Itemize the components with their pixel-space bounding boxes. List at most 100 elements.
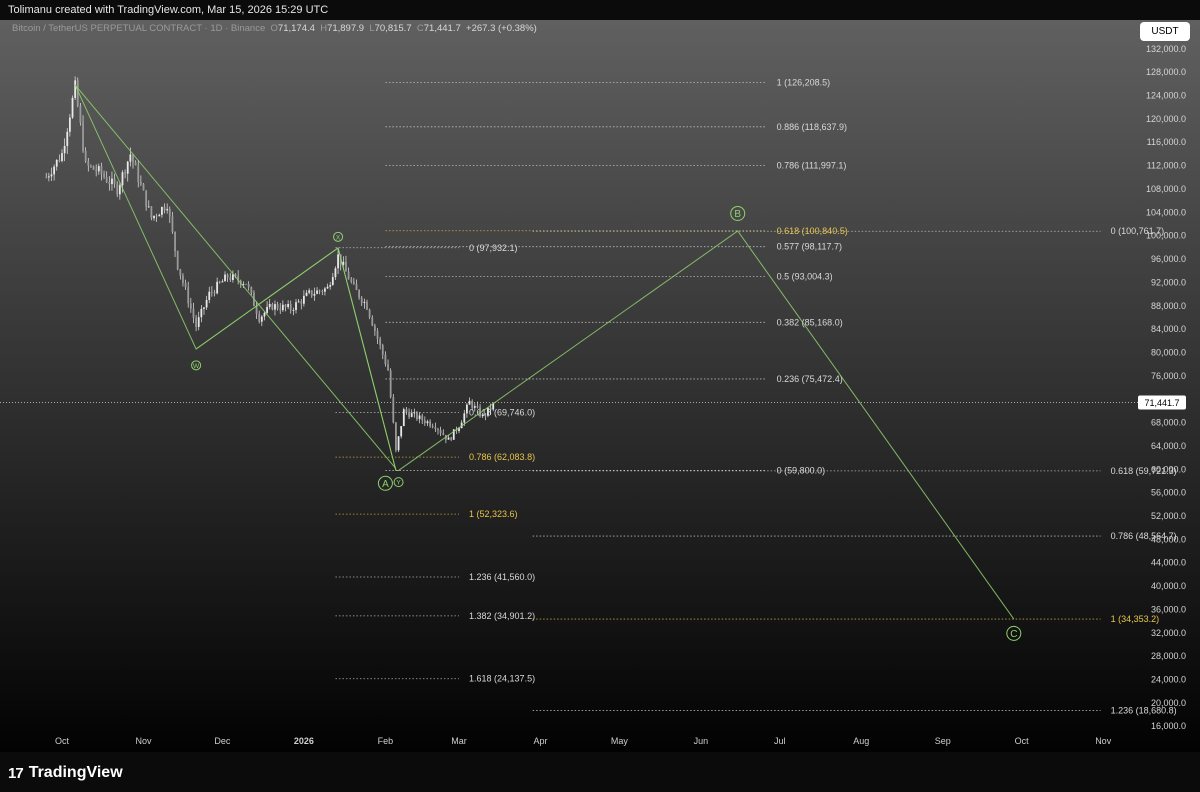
fib-label: 0.886 (118,637.9) [777,122,847,132]
y-tick-label: 112,000.0 [1147,161,1186,171]
candle-body [476,406,479,408]
candle-body [452,429,455,440]
tradingview-logo[interactable]: 17 TradingView [8,764,123,782]
open-label: O [270,23,278,34]
candle-body [61,153,63,161]
candle-body [47,176,50,178]
candle-body [142,184,145,191]
fib-label: 0.577 (98,117.7) [777,242,842,252]
y-tick-label: 52,000.0 [1151,511,1186,521]
y-tick-label: 88,000.0 [1151,301,1186,311]
x-tick-label: Oct [1015,736,1030,746]
fib-label: 0.618 (100,840.5) [777,226,848,236]
fib-label: 0.786 (48,564.7) [1111,531,1177,541]
chart-area[interactable]: 1 (126,208.5) 0.886 (118,637.9) 0.786 (111… [0,20,1200,752]
candle-body [345,261,347,272]
candle-body [413,412,416,414]
candle-body [111,178,113,185]
x-tick-label: Dec [214,736,231,746]
candle-body [487,407,489,416]
y-axis[interactable]: 132,000.0 128,000.0 124,000.0 120,000.0 116,… [1138,44,1186,731]
fib-label: 1.618 (24,137.5) [469,674,535,684]
candle-body [281,304,284,311]
candle-body [363,301,366,303]
candle-body [379,338,382,346]
candle-body [295,302,297,311]
candle-body [76,80,79,106]
candle-body [360,297,363,303]
candle-body [342,261,345,265]
close-value: 71,441.7 [423,23,461,34]
fib-label: 0 (59,800.0) [777,465,826,475]
candle-body [337,254,339,269]
candle-body [318,290,321,292]
chart-background [0,20,1200,752]
candle-body [350,279,353,282]
candle-body [479,407,481,417]
wave-label: Y [396,480,401,487]
elliott-wave: W X YA B C [74,84,1022,641]
candle-body [297,301,300,303]
candle-body [84,150,87,162]
candle-body [418,415,421,420]
attribution-text: Tolimanu created with TradingView.com, M… [8,4,329,16]
candle-body [316,290,318,294]
candle-body [426,421,429,424]
candle-body [74,80,77,98]
candle-body [124,172,127,174]
x-tick-label: Aug [853,736,869,746]
candle-body [147,206,150,208]
candle-body [305,292,308,296]
candle-body [376,331,379,339]
fib-label: 0.382 (85,168.0) [777,317,843,327]
candle-body [203,307,205,309]
tradingview-mark-icon: 17 [8,764,24,782]
candle-body [271,303,274,310]
candle-body [137,165,140,183]
candle-body [292,310,295,311]
y-tick-label: 92,000.0 [1151,277,1186,287]
candle-body [329,285,332,287]
fib-label: 0.786 (62,083.8) [469,452,535,462]
candle-body [50,174,53,177]
open-value: 71,174.4 [277,23,315,34]
candle-body [53,166,56,175]
x-tick-label: 2026 [294,736,314,746]
y-tick-label: 16,000.0 [1151,721,1186,731]
candle-body [90,165,92,167]
wave-label-circle [393,477,404,488]
candle-body [402,409,405,427]
chart-svg[interactable]: 1 (126,208.5) 0.886 (118,637.9) 0.786 (111… [0,20,1200,752]
candle-body [237,275,240,281]
symbol-name: Bitcoin / TetherUS PERPETUAL CONTRACT · … [12,23,266,34]
footer: 17 TradingView [0,752,1200,792]
candle-body [116,183,119,195]
candle-body [408,412,410,417]
x-axis[interactable]: Oct Nov Dec 2026 Feb Mar Apr May Jun Jul Aug Sep Oct… [55,736,1112,746]
x-tick-label: Oct [55,736,70,746]
candle-body [321,291,324,292]
wave-label: A [382,479,389,490]
fib-label: 1 (126,208.5) [777,78,831,88]
candle-body [447,437,450,440]
high-label: H [320,23,328,34]
high-value: 71,897.9 [327,23,365,34]
fib-label: 1.236 (41,560.0) [469,572,535,582]
candle-body [368,309,371,318]
candle-body [489,407,492,410]
fib-label: 0.618 (59,721.3) [1111,466,1177,476]
fib-levels: 1 (126,208.5) 0.886 (118,637.9) 0.786 (111… [335,78,1177,716]
y-tick-label: 44,000.0 [1151,558,1186,568]
wave-label: X [336,234,341,241]
wave-corrective-line [337,247,397,471]
x-tick-label: Sep [935,736,951,746]
fib-label: 1 (52,323.6) [469,509,518,519]
currency-button[interactable]: USDT [1140,22,1190,41]
candle-body [226,274,229,278]
candle-body [232,274,234,281]
candle-body [234,274,237,276]
candle-body [161,207,163,215]
wave-label-circle [377,475,393,491]
candle-body [121,172,124,186]
candle-body [108,181,111,185]
